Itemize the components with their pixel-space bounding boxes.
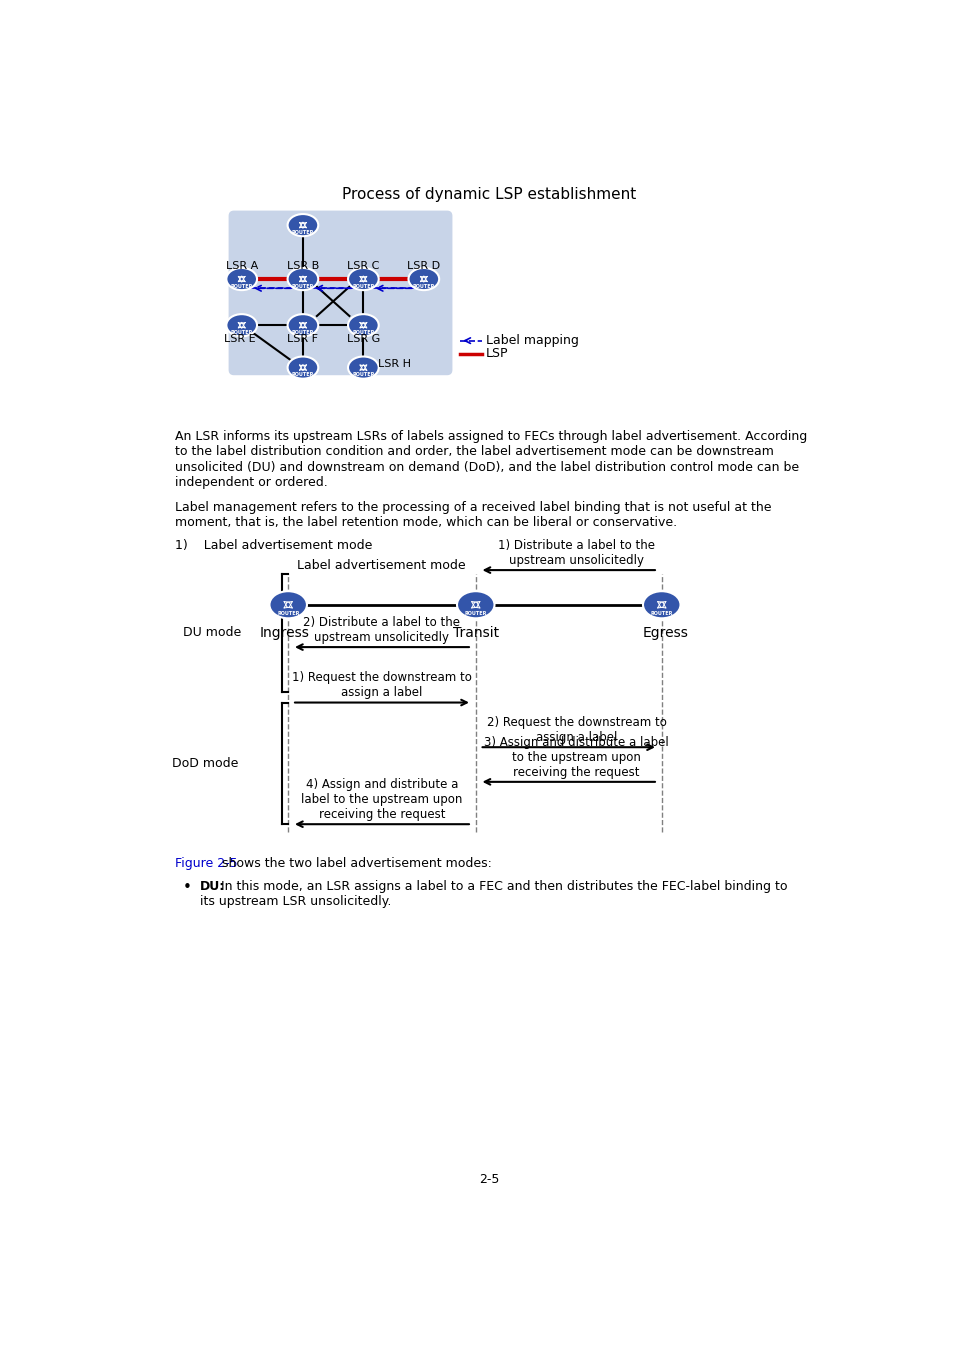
Text: Process of dynamic LSP establishment: Process of dynamic LSP establishment bbox=[341, 186, 636, 202]
Text: 3) Assign and distribute a label
to the upstream upon
receiving the request: 3) Assign and distribute a label to the … bbox=[483, 736, 668, 779]
Text: ROUTER: ROUTER bbox=[231, 329, 253, 335]
Text: 1) Distribute a label to the
upstream unsolicitedly: 1) Distribute a label to the upstream un… bbox=[497, 539, 655, 567]
Text: In this mode, an LSR assigns a label to a FEC and then distributes the FEC-label: In this mode, an LSR assigns a label to … bbox=[216, 880, 786, 892]
Text: •: • bbox=[183, 880, 192, 895]
Text: ROUTER: ROUTER bbox=[292, 329, 314, 335]
Ellipse shape bbox=[226, 267, 256, 290]
Ellipse shape bbox=[287, 356, 318, 379]
Text: LSR B: LSR B bbox=[287, 261, 318, 271]
Text: ROUTER: ROUTER bbox=[352, 329, 375, 335]
Ellipse shape bbox=[348, 315, 378, 336]
Text: Label mapping: Label mapping bbox=[485, 335, 578, 347]
Text: Ingress: Ingress bbox=[259, 625, 309, 640]
Text: LSP: LSP bbox=[485, 347, 508, 360]
Text: LSR C: LSR C bbox=[347, 261, 379, 271]
Text: Label advertisement mode: Label advertisement mode bbox=[297, 559, 466, 571]
Text: DU:: DU: bbox=[199, 880, 225, 892]
Text: 2) Request the downstream to
assign a label: 2) Request the downstream to assign a la… bbox=[486, 716, 666, 744]
Ellipse shape bbox=[287, 315, 318, 336]
Text: ROUTER: ROUTER bbox=[352, 373, 375, 377]
Text: unsolicited (DU) and downstream on demand (DoD), and the label distribution cont: unsolicited (DU) and downstream on deman… bbox=[174, 460, 799, 474]
Text: moment, that is, the label retention mode, which can be liberal or conservative.: moment, that is, the label retention mod… bbox=[174, 516, 677, 529]
Text: An LSR informs its upstream LSRs of labels assigned to FECs through label advert: An LSR informs its upstream LSRs of labe… bbox=[174, 429, 806, 443]
Text: LSR H: LSR H bbox=[377, 359, 411, 369]
Ellipse shape bbox=[348, 267, 378, 290]
Text: ROUTER: ROUTER bbox=[650, 612, 672, 616]
Ellipse shape bbox=[287, 215, 318, 236]
Ellipse shape bbox=[642, 591, 679, 618]
Text: DU mode: DU mode bbox=[183, 626, 241, 640]
Text: ROUTER: ROUTER bbox=[231, 284, 253, 289]
Text: ROUTER: ROUTER bbox=[413, 284, 435, 289]
Text: LSR D: LSR D bbox=[407, 261, 440, 271]
Text: 2-5: 2-5 bbox=[478, 1173, 498, 1187]
Ellipse shape bbox=[456, 591, 494, 618]
Text: LSR E: LSR E bbox=[223, 333, 254, 344]
Text: 4) Assign and distribute a
label to the upstream upon
receiving the request: 4) Assign and distribute a label to the … bbox=[301, 778, 462, 821]
Text: LSR G: LSR G bbox=[346, 333, 379, 344]
FancyBboxPatch shape bbox=[229, 212, 452, 374]
Text: 1) Request the downstream to
assign a label: 1) Request the downstream to assign a la… bbox=[292, 671, 472, 699]
Text: LSR A: LSR A bbox=[225, 261, 257, 271]
Text: 1)    Label advertisement mode: 1) Label advertisement mode bbox=[174, 539, 372, 552]
Text: 2) Distribute a label to the
upstream unsolicitedly: 2) Distribute a label to the upstream un… bbox=[303, 616, 460, 644]
Ellipse shape bbox=[287, 267, 318, 290]
Text: independent or ordered.: independent or ordered. bbox=[174, 477, 328, 489]
Ellipse shape bbox=[348, 356, 378, 379]
Text: ROUTER: ROUTER bbox=[292, 230, 314, 235]
Text: ROUTER: ROUTER bbox=[292, 373, 314, 377]
Text: ROUTER: ROUTER bbox=[464, 612, 486, 616]
Text: Label management refers to the processing of a received label binding that is no: Label management refers to the processin… bbox=[174, 501, 771, 514]
Ellipse shape bbox=[226, 315, 256, 336]
Text: shows the two label advertisement modes:: shows the two label advertisement modes: bbox=[218, 856, 492, 869]
Ellipse shape bbox=[269, 591, 307, 618]
Text: ROUTER: ROUTER bbox=[352, 284, 375, 289]
Text: its upstream LSR unsolicitedly.: its upstream LSR unsolicitedly. bbox=[199, 895, 391, 909]
Text: ROUTER: ROUTER bbox=[292, 284, 314, 289]
Text: Transit: Transit bbox=[453, 625, 498, 640]
Text: DoD mode: DoD mode bbox=[172, 757, 238, 769]
Text: Figure 2-5: Figure 2-5 bbox=[174, 856, 237, 869]
Text: to the label distribution condition and order, the label advertisement mode can : to the label distribution condition and … bbox=[174, 446, 773, 459]
Text: LSR F: LSR F bbox=[287, 333, 318, 344]
Ellipse shape bbox=[408, 267, 438, 290]
Text: ROUTER: ROUTER bbox=[276, 612, 299, 616]
Text: Egress: Egress bbox=[642, 625, 688, 640]
